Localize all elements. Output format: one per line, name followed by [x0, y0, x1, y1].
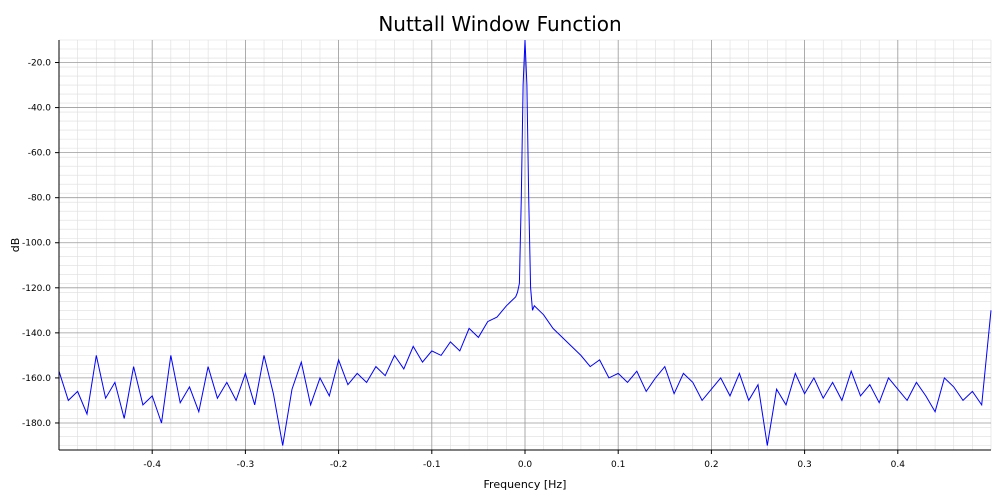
x-tick-labels: -0.4 -0.3 -0.2 -0.1 0.0 0.1 0.2 0.3 0.4	[143, 460, 905, 470]
y-tick-label: -20.0	[28, 59, 52, 69]
y-tick-label: -160.0	[22, 374, 51, 384]
axes	[55, 40, 991, 454]
x-tick-label: 0.0	[518, 460, 533, 470]
x-tick-label: 0.1	[611, 460, 625, 470]
y-tick-label: -100.0	[22, 239, 51, 249]
y-tick-label: -60.0	[28, 149, 52, 159]
x-tick-label: 0.4	[891, 460, 906, 470]
y-tick-label: -120.0	[22, 284, 51, 294]
x-tick-label: -0.4	[143, 460, 161, 470]
x-tick-label: 0.3	[797, 460, 811, 470]
x-axis-label: Frequency [Hz]	[484, 478, 567, 491]
y-tick-label: -40.0	[28, 104, 52, 114]
x-tick-label: -0.1	[423, 460, 441, 470]
y-tick-label: -140.0	[22, 329, 51, 339]
y-axis-label: dB	[9, 238, 22, 253]
x-tick-label: -0.2	[330, 460, 348, 470]
x-tick-label: 0.2	[704, 460, 718, 470]
y-tick-label: -80.0	[28, 194, 52, 204]
series-group	[58, 39, 992, 446]
y-tick-label: -180.0	[22, 419, 51, 429]
series-line-0	[58, 39, 992, 446]
chart-title: Nuttall Window Function	[378, 12, 621, 36]
major-grid	[59, 40, 991, 450]
y-tick-labels: -180.0 -160.0 -140.0 -120.0 -100.0 -80.0 -60.0…	[22, 59, 51, 429]
x-tick-label: -0.3	[237, 460, 255, 470]
